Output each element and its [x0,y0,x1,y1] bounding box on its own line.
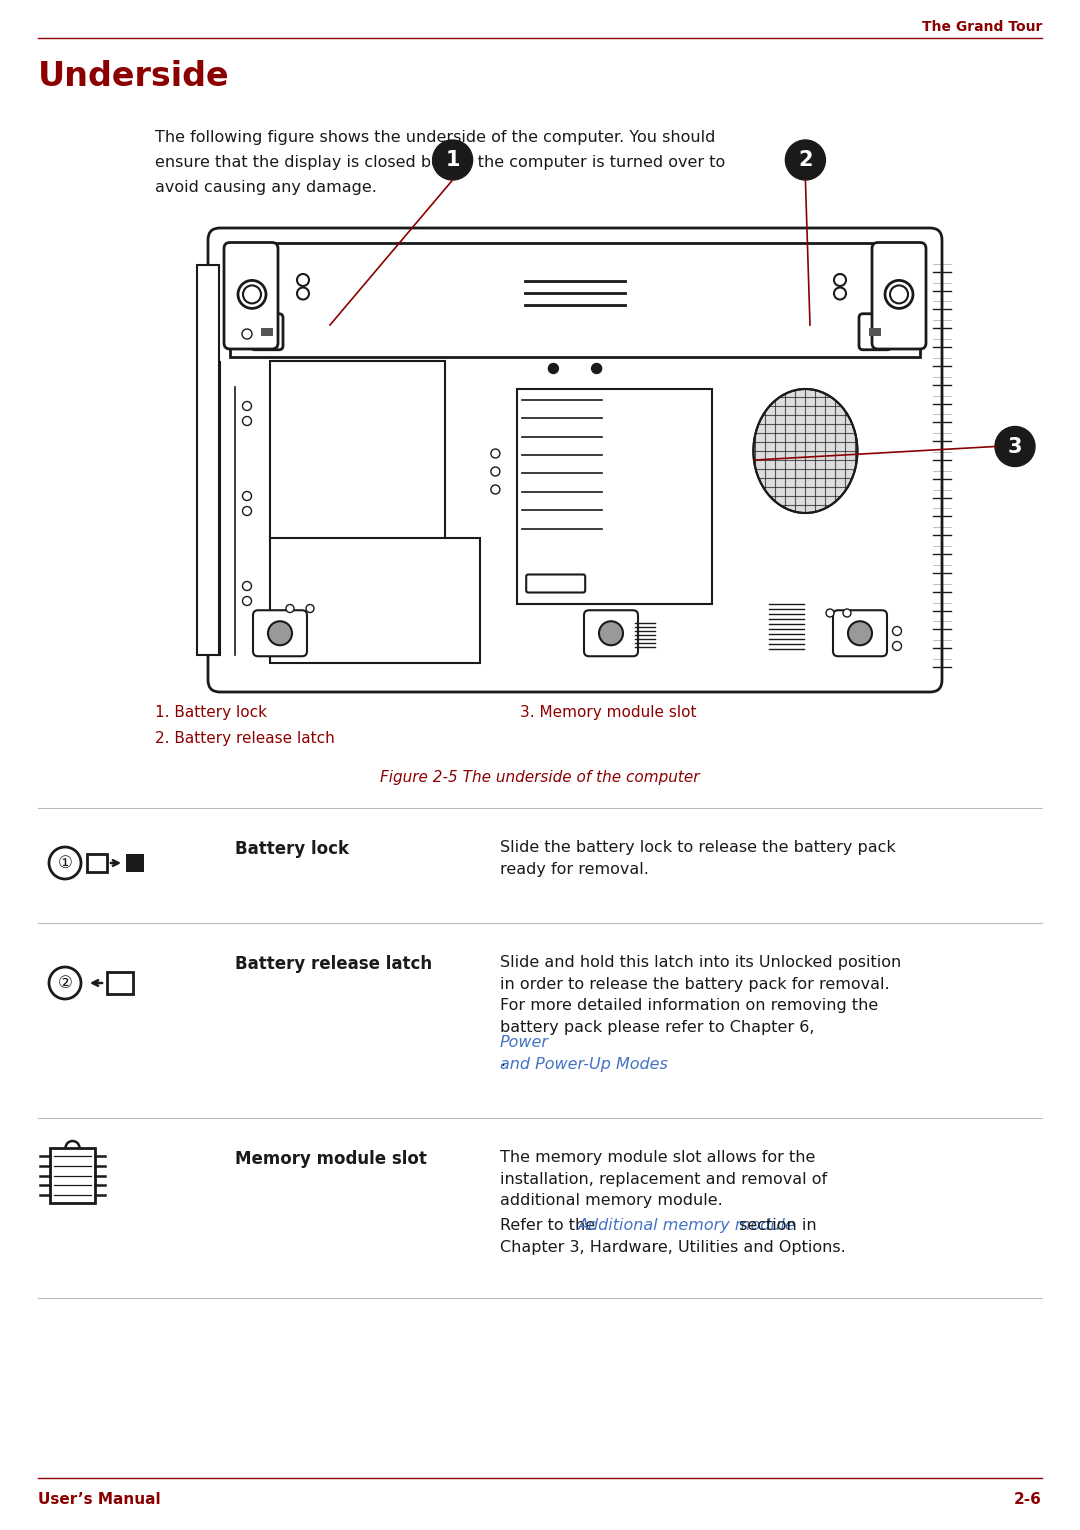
Text: 2-6: 2-6 [1014,1492,1042,1507]
Text: avoid causing any damage.: avoid causing any damage. [156,181,377,194]
Text: 3. Memory module slot: 3. Memory module slot [519,705,697,721]
FancyBboxPatch shape [584,610,638,656]
Bar [126,854,144,872]
Circle shape [892,626,902,635]
Circle shape [243,416,252,425]
Text: Chapter 3, Hardware, Utilities and Options.: Chapter 3, Hardware, Utilities and Optio… [500,1239,846,1255]
Bar [261,327,273,335]
Circle shape [599,621,623,646]
Bar [869,327,881,335]
Circle shape [297,288,309,300]
FancyBboxPatch shape [833,610,887,656]
Circle shape [243,506,252,516]
Circle shape [238,280,266,309]
Circle shape [826,609,834,617]
Circle shape [491,467,500,476]
Text: 3: 3 [1008,436,1023,456]
Bar [107,972,133,995]
Circle shape [243,581,252,591]
Bar [517,389,713,604]
Circle shape [243,491,252,500]
FancyBboxPatch shape [526,574,585,592]
FancyBboxPatch shape [253,610,307,656]
Text: Slide the battery lock to release the battery pack
ready for removal.: Slide the battery lock to release the ba… [500,840,895,877]
Circle shape [892,641,902,650]
FancyBboxPatch shape [872,242,926,349]
Circle shape [834,274,846,286]
Circle shape [885,280,913,309]
Circle shape [491,485,500,494]
Circle shape [890,286,908,303]
FancyBboxPatch shape [859,314,891,350]
Bar [230,243,920,356]
FancyBboxPatch shape [224,242,278,349]
Ellipse shape [754,389,858,513]
Circle shape [49,848,81,880]
Text: section in: section in [734,1218,816,1233]
Text: The Grand Tour: The Grand Tour [921,20,1042,34]
Text: Battery release latch: Battery release latch [235,955,432,973]
Text: Battery lock: Battery lock [235,840,349,858]
Text: Refer to the: Refer to the [500,1218,600,1233]
Bar [270,361,445,542]
Text: Figure 2-5 The underside of the computer: Figure 2-5 The underside of the computer [380,770,700,785]
Circle shape [592,364,602,373]
Circle shape [268,621,292,646]
Circle shape [491,448,500,457]
Text: ①: ① [57,854,72,872]
Circle shape [243,597,252,606]
Bar [270,537,480,662]
Text: Additional memory module: Additional memory module [578,1218,796,1233]
Text: ②: ② [57,975,72,991]
Bar [87,854,107,872]
Circle shape [49,967,81,999]
Text: 1: 1 [445,150,460,170]
Text: The memory module slot allows for the
installation, replacement and removal of
a: The memory module slot allows for the in… [500,1151,827,1209]
Circle shape [995,427,1035,467]
Text: ensure that the display is closed before the computer is turned over to: ensure that the display is closed before… [156,155,726,170]
Text: Memory module slot: Memory module slot [235,1151,427,1167]
Circle shape [843,609,851,617]
Text: .: . [500,1054,505,1069]
Circle shape [549,364,558,373]
FancyBboxPatch shape [208,228,942,692]
Bar [197,265,219,655]
Text: Underside: Underside [38,60,230,93]
Circle shape [286,604,294,612]
Text: Slide and hold this latch into its Unlocked position
in order to release the bat: Slide and hold this latch into its Unloc… [500,955,901,1034]
Circle shape [297,274,309,286]
Circle shape [848,621,872,646]
FancyBboxPatch shape [251,314,283,350]
Circle shape [243,401,252,410]
Bar [50,1148,95,1203]
Circle shape [242,329,252,340]
Text: Power
and Power-Up Modes: Power and Power-Up Modes [500,1034,667,1071]
Circle shape [785,141,825,181]
Text: 2: 2 [798,150,812,170]
Text: 1. Battery lock: 1. Battery lock [156,705,267,721]
Text: The following figure shows the underside of the computer. You should: The following figure shows the underside… [156,130,715,145]
Circle shape [834,288,846,300]
Circle shape [433,141,473,181]
Circle shape [306,604,314,612]
Text: 2. Battery release latch: 2. Battery release latch [156,731,335,747]
Text: User’s Manual: User’s Manual [38,1492,161,1507]
Circle shape [243,286,261,303]
